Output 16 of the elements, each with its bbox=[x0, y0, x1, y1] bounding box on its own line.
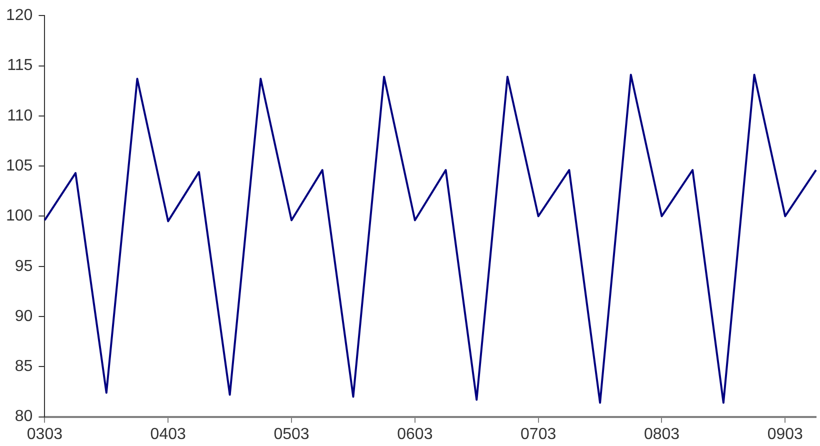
x-tick-label: 0503 bbox=[274, 426, 310, 443]
y-tick-label: 115 bbox=[7, 57, 33, 74]
y-tick-label: 85 bbox=[14, 358, 33, 376]
y-tick-label: 110 bbox=[7, 107, 33, 124]
y-tick-label: 80 bbox=[14, 408, 33, 426]
x-tick-label: 0703 bbox=[520, 426, 556, 443]
y-tick-label: 90 bbox=[14, 308, 33, 325]
x-tick-label: 0303 bbox=[26, 426, 63, 443]
x-tick-label: 0803 bbox=[644, 426, 680, 443]
y-tick-label: 105 bbox=[6, 157, 33, 174]
x-tick-label: 0903 bbox=[767, 426, 804, 443]
x-tick-label: 0403 bbox=[150, 426, 186, 443]
y-tick-label: 120 bbox=[6, 7, 33, 24]
y-tick-label: 100 bbox=[6, 208, 33, 225]
y-tick-label: 95 bbox=[14, 258, 33, 275]
x-tick-label: 0603 bbox=[397, 426, 433, 443]
